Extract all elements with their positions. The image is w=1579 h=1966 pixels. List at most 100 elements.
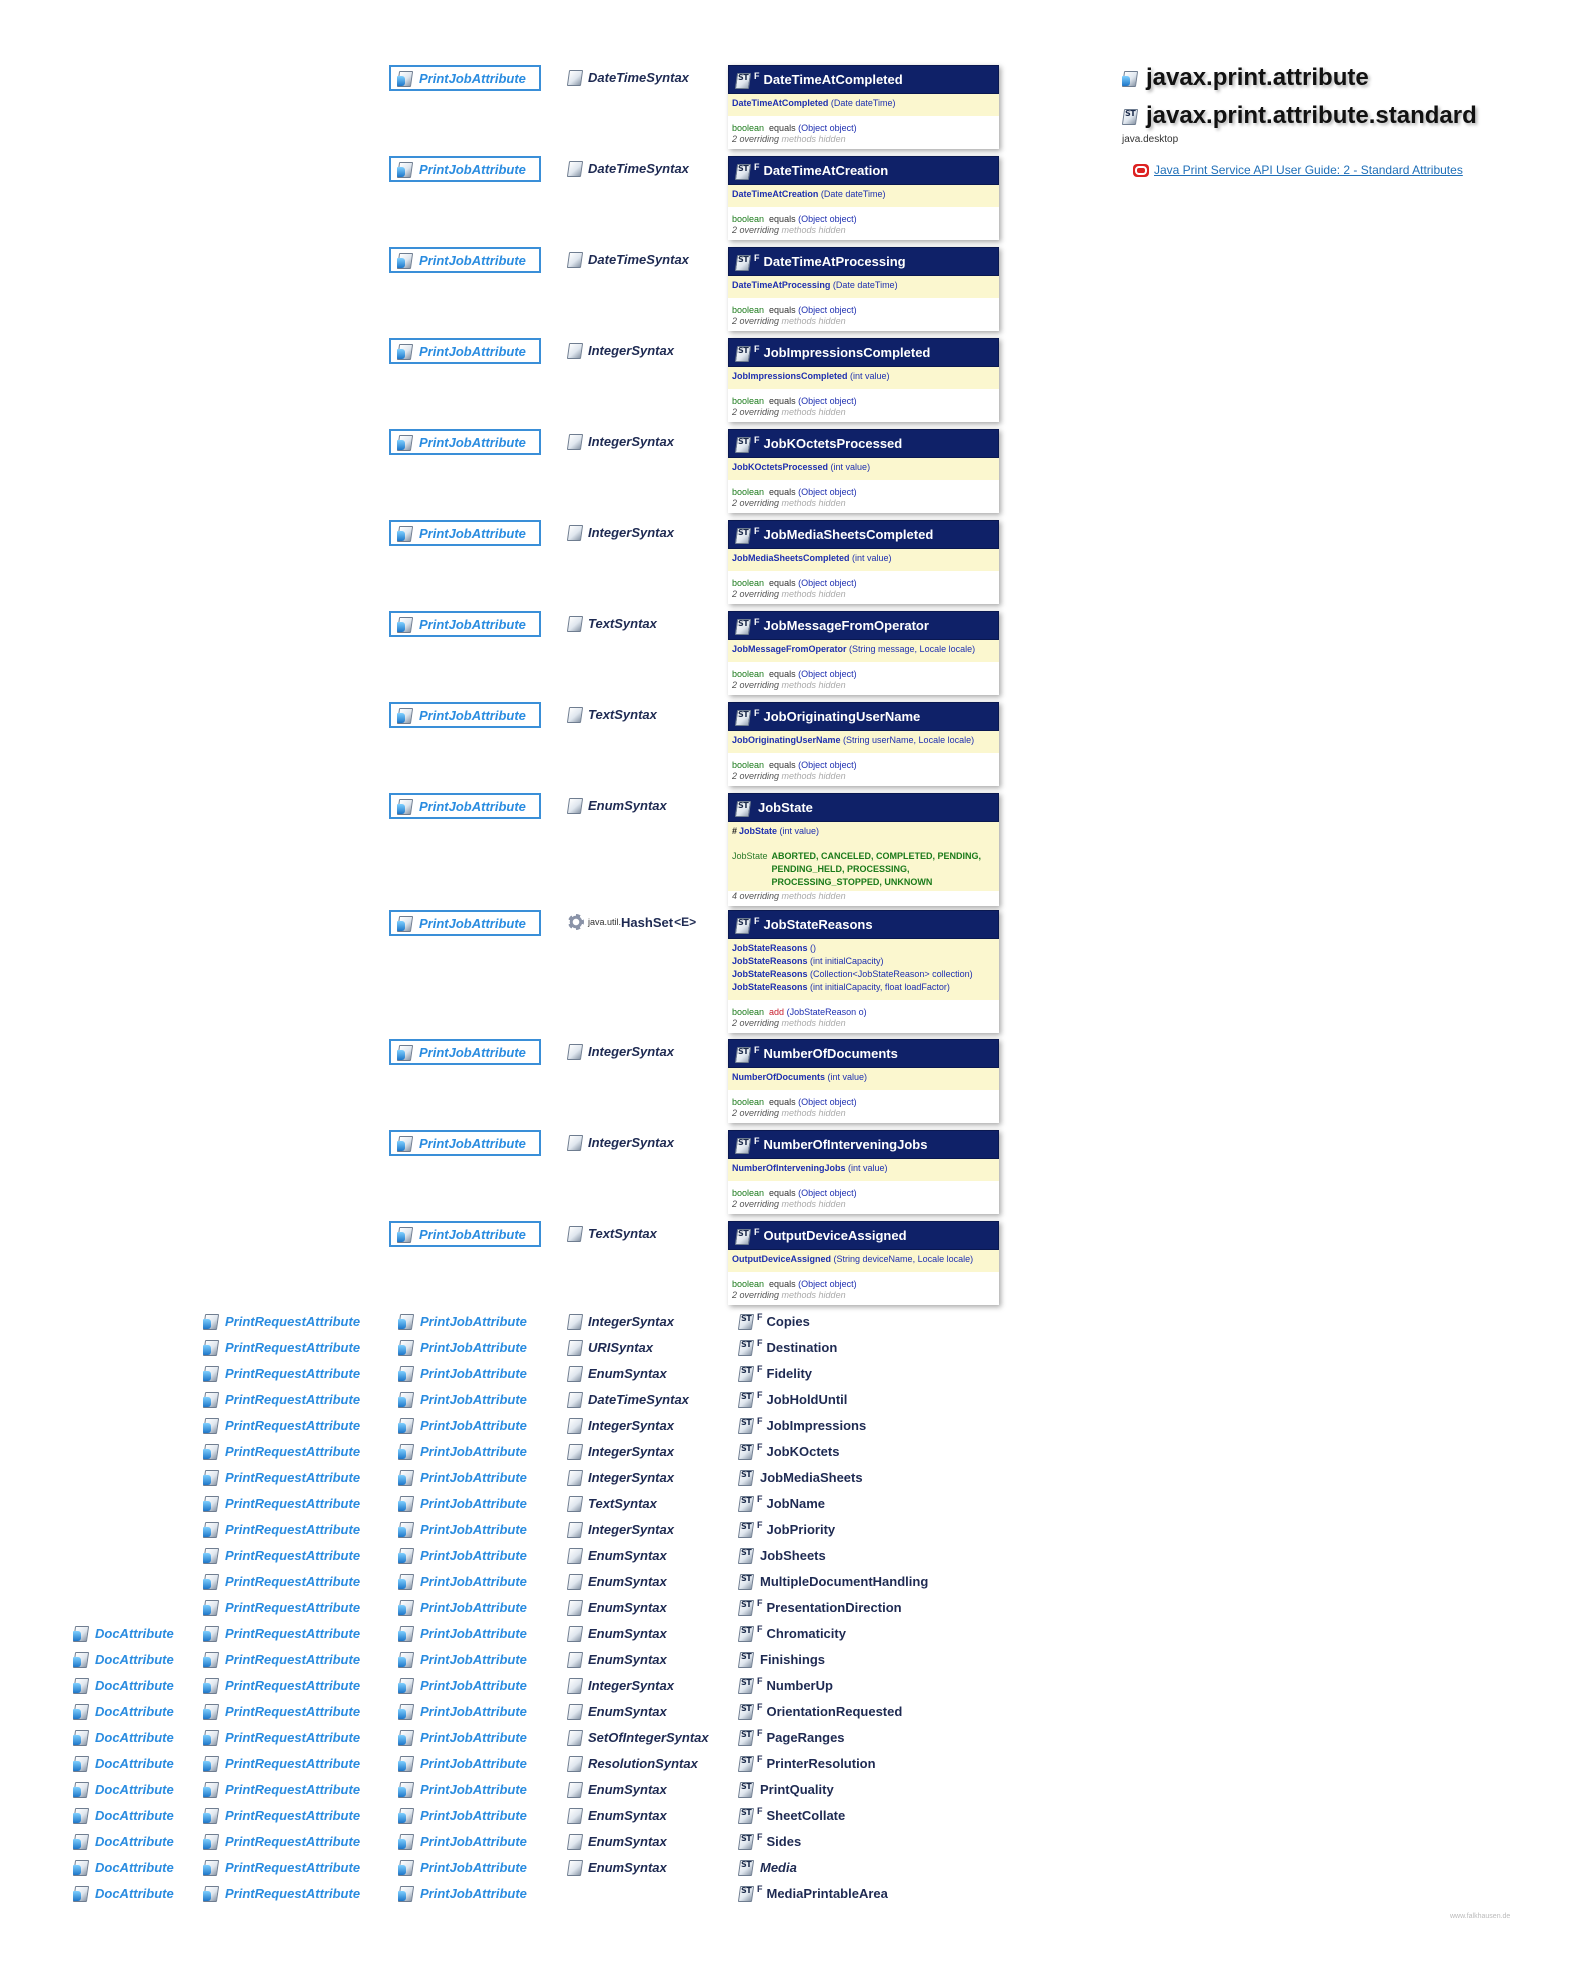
class-header[interactable]: ST F DateTimeAtCompleted: [728, 65, 999, 94]
class-header[interactable]: ST F JobMessageFromOperator: [728, 611, 999, 640]
superclass-label[interactable]: IntegerSyntax: [566, 1676, 674, 1694]
class-label[interactable]: ST F Fidelity: [737, 1364, 812, 1382]
print-request-attribute-label[interactable]: PrintRequestAttribute: [202, 1468, 360, 1486]
print-request-attribute-label[interactable]: PrintRequestAttribute: [202, 1572, 360, 1590]
print-request-attribute-label[interactable]: PrintRequestAttribute: [202, 1650, 360, 1668]
superclass-label[interactable]: IntegerSyntax: [566, 523, 674, 541]
class-label[interactable]: ST F Destination: [737, 1338, 837, 1356]
guide-link-row[interactable]: Java Print Service API User Guide: 2 - S…: [1133, 163, 1463, 177]
print-job-attribute-label[interactable]: PrintJobAttribute: [397, 1416, 527, 1434]
print-request-attribute-label[interactable]: PrintRequestAttribute: [202, 1390, 360, 1408]
class-label[interactable]: ST F MediaPrintableArea: [737, 1884, 888, 1902]
superclass-label[interactable]: EnumSyntax: [566, 1624, 667, 1642]
class-box[interactable]: ST F NumberOfDocuments NumberOfDocuments (i…: [728, 1039, 999, 1123]
class-header[interactable]: ST F JobOriginatingUserName: [728, 702, 999, 731]
superclass-label[interactable]: TextSyntax: [566, 614, 657, 632]
print-job-attribute-label[interactable]: PrintJobAttribute: [397, 1806, 527, 1824]
superclass-label[interactable]: URISyntax: [566, 1338, 653, 1356]
print-request-attribute-label[interactable]: PrintRequestAttribute: [202, 1338, 360, 1356]
print-job-attribute-label[interactable]: PrintJobAttribute: [397, 1572, 527, 1590]
class-box[interactable]: ST F DateTimeAtCreation DateTimeAtCreation …: [728, 156, 999, 240]
class-header[interactable]: ST F JobStateReasons: [728, 910, 999, 939]
superclass-label[interactable]: ResolutionSyntax: [566, 1754, 698, 1772]
class-label[interactable]: ST F PageRanges: [737, 1728, 845, 1746]
class-box[interactable]: ST F OutputDeviceAssigned OutputDeviceAssig…: [728, 1221, 999, 1305]
interface-box[interactable]: PrintJobAttribute: [389, 1130, 541, 1156]
print-job-attribute-label[interactable]: PrintJobAttribute: [397, 1598, 527, 1616]
class-box[interactable]: ST F JobOriginatingUserName JobOriginatingU…: [728, 702, 999, 786]
interface-box[interactable]: PrintJobAttribute: [389, 338, 541, 364]
class-label[interactable]: ST F OrientationRequested: [737, 1702, 902, 1720]
class-label[interactable]: ST F SheetCollate: [737, 1806, 845, 1824]
interface-box[interactable]: PrintJobAttribute: [389, 247, 541, 273]
print-request-attribute-label[interactable]: PrintRequestAttribute: [202, 1364, 360, 1382]
print-job-attribute-label[interactable]: PrintJobAttribute: [397, 1338, 527, 1356]
doc-attribute-label[interactable]: DocAttribute: [72, 1650, 174, 1668]
class-label[interactable]: ST Finishings: [737, 1650, 825, 1668]
doc-attribute-label[interactable]: DocAttribute: [72, 1832, 174, 1850]
print-request-attribute-label[interactable]: PrintRequestAttribute: [202, 1780, 360, 1798]
print-request-attribute-label[interactable]: PrintRequestAttribute: [202, 1754, 360, 1772]
class-label[interactable]: ST F PresentationDirection: [737, 1598, 902, 1616]
class-box[interactable]: ST F JobImpressionsCompleted JobImpressions…: [728, 338, 999, 422]
class-box[interactable]: ST JobState # JobState (int value) JobState A…: [728, 793, 999, 906]
superclass-label[interactable]: DateTimeSyntax: [566, 159, 689, 177]
print-job-attribute-label[interactable]: PrintJobAttribute: [397, 1780, 527, 1798]
class-box[interactable]: ST F NumberOfInterveningJobs NumberOfInterv…: [728, 1130, 999, 1214]
print-job-attribute-label[interactable]: PrintJobAttribute: [397, 1650, 527, 1668]
interface-box[interactable]: PrintJobAttribute: [389, 65, 541, 91]
superclass-label[interactable]: IntegerSyntax: [566, 1133, 674, 1151]
superclass-label[interactable]: IntegerSyntax: [566, 341, 674, 359]
superclass-label[interactable]: EnumSyntax: [566, 1780, 667, 1798]
interface-box[interactable]: PrintJobAttribute: [389, 156, 541, 182]
superclass-label[interactable]: DateTimeSyntax: [566, 68, 689, 86]
class-header[interactable]: ST JobState: [728, 793, 999, 822]
superclass-label[interactable]: EnumSyntax: [566, 1598, 667, 1616]
print-request-attribute-label[interactable]: PrintRequestAttribute: [202, 1494, 360, 1512]
print-job-attribute-label[interactable]: PrintJobAttribute: [397, 1442, 527, 1460]
class-label[interactable]: ST Media: [737, 1858, 797, 1876]
superclass-label[interactable]: EnumSyntax: [566, 1572, 667, 1590]
class-header[interactable]: ST F NumberOfDocuments: [728, 1039, 999, 1068]
print-request-attribute-label[interactable]: PrintRequestAttribute: [202, 1312, 360, 1330]
superclass-label[interactable]: EnumSyntax: [566, 1650, 667, 1668]
superclass-label[interactable]: IntegerSyntax: [566, 432, 674, 450]
doc-attribute-label[interactable]: DocAttribute: [72, 1702, 174, 1720]
superclass-label[interactable]: EnumSyntax: [566, 796, 667, 814]
print-job-attribute-label[interactable]: PrintJobAttribute: [397, 1728, 527, 1746]
interface-box[interactable]: PrintJobAttribute: [389, 793, 541, 819]
class-label[interactable]: ST F JobPriority: [737, 1520, 835, 1538]
superclass-label[interactable]: EnumSyntax: [566, 1546, 667, 1564]
print-job-attribute-label[interactable]: PrintJobAttribute: [397, 1520, 527, 1538]
superclass-label[interactable]: TextSyntax: [566, 705, 657, 723]
superclass-label[interactable]: TextSyntax: [566, 1224, 657, 1242]
doc-attribute-label[interactable]: DocAttribute: [72, 1780, 174, 1798]
superclass-label[interactable]: IntegerSyntax: [566, 1520, 674, 1538]
print-job-attribute-label[interactable]: PrintJobAttribute: [397, 1858, 527, 1876]
print-job-attribute-label[interactable]: PrintJobAttribute: [397, 1624, 527, 1642]
print-job-attribute-label[interactable]: PrintJobAttribute: [397, 1546, 527, 1564]
class-label[interactable]: ST MultipleDocumentHandling: [737, 1572, 928, 1590]
doc-attribute-label[interactable]: DocAttribute: [72, 1728, 174, 1746]
superclass-label[interactable]: IntegerSyntax: [566, 1312, 674, 1330]
superclass-label[interactable]: DateTimeSyntax: [566, 1390, 689, 1408]
class-box[interactable]: ST F JobStateReasons JobStateReasons () JobS…: [728, 910, 999, 1033]
print-job-attribute-label[interactable]: PrintJobAttribute: [397, 1494, 527, 1512]
guide-link[interactable]: Java Print Service API User Guide: 2 - S…: [1154, 163, 1463, 177]
superclass-label[interactable]: IntegerSyntax: [566, 1416, 674, 1434]
superclass-label[interactable]: DateTimeSyntax: [566, 250, 689, 268]
print-request-attribute-label[interactable]: PrintRequestAttribute: [202, 1442, 360, 1460]
print-job-attribute-label[interactable]: PrintJobAttribute: [397, 1754, 527, 1772]
print-job-attribute-label[interactable]: PrintJobAttribute: [397, 1676, 527, 1694]
class-header[interactable]: ST F JobMediaSheetsCompleted: [728, 520, 999, 549]
class-header[interactable]: ST F OutputDeviceAssigned: [728, 1221, 999, 1250]
superclass-label[interactable]: SetOfIntegerSyntax: [566, 1728, 709, 1746]
doc-attribute-label[interactable]: DocAttribute: [72, 1806, 174, 1824]
interface-box[interactable]: PrintJobAttribute: [389, 429, 541, 455]
interface-box[interactable]: PrintJobAttribute: [389, 910, 541, 936]
print-job-attribute-label[interactable]: PrintJobAttribute: [397, 1364, 527, 1382]
interface-box[interactable]: PrintJobAttribute: [389, 1039, 541, 1065]
print-job-attribute-label[interactable]: PrintJobAttribute: [397, 1884, 527, 1902]
print-request-attribute-label[interactable]: PrintRequestAttribute: [202, 1728, 360, 1746]
class-label[interactable]: ST F JobName: [737, 1494, 825, 1512]
